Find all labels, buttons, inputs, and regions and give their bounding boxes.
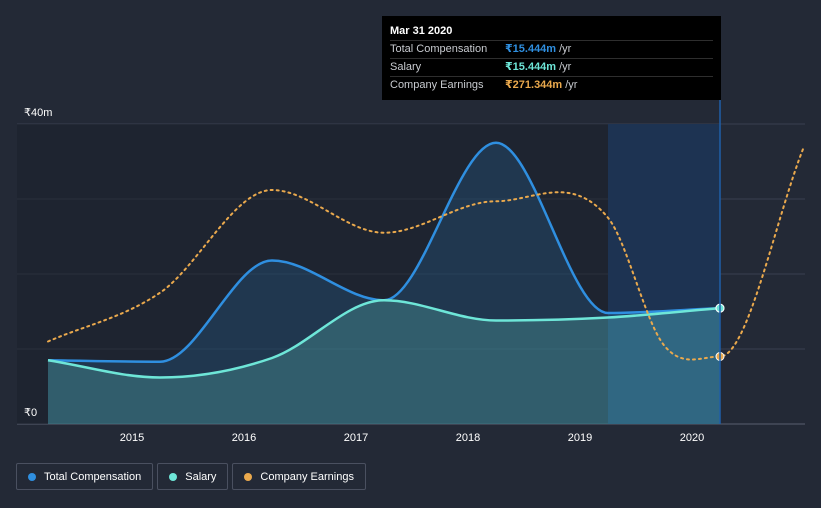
y-tick-label: ₹0	[24, 407, 37, 419]
tooltip-row-salary: Salary ₹15.444m /yr	[390, 58, 713, 76]
tooltip-label: Salary	[390, 61, 422, 73]
tooltip-value: ₹15.444m	[505, 61, 557, 73]
total-compensation-area	[48, 142, 720, 424]
forecast-highlight-region	[608, 124, 720, 424]
series-areas	[48, 142, 720, 424]
legend-dot-icon	[28, 472, 36, 481]
chart-tooltip: Mar 31 2020 Total Compensation ₹15.444m …	[382, 16, 721, 100]
y-tick-label: ₹40m	[24, 107, 52, 119]
tooltip-unit: /yr	[565, 79, 578, 91]
tooltip-row-company-earnings: Company Earnings ₹271.344m /yr	[390, 76, 713, 94]
legend-dot-icon	[169, 472, 178, 481]
tooltip-row-total-compensation: Total Compensation ₹15.444m /yr	[390, 40, 713, 58]
salary-line	[47, 298, 721, 379]
legend-item-total-compensation[interactable]: Total Compensation	[16, 463, 154, 490]
y-axis: ₹40m ₹0	[24, 107, 52, 419]
x-tick-label: 2015	[120, 432, 144, 444]
x-tick-label: 2018	[456, 432, 480, 444]
tooltip-value: ₹15.444m	[505, 43, 557, 55]
legend-label: Salary	[185, 470, 217, 483]
x-tick-label: 2017	[344, 432, 368, 444]
legend-item-company-earnings[interactable]: Company Earnings	[232, 463, 366, 490]
tooltip-label: Company Earnings	[390, 79, 484, 91]
legend-label: Company Earnings	[260, 470, 354, 483]
chart-legend: Total Compensation Salary Company Earnin…	[16, 463, 366, 492]
legend-dot-icon	[244, 472, 253, 481]
tooltip-date: Mar 31 2020	[390, 25, 453, 37]
legend-item-salary[interactable]: Salary	[157, 463, 229, 490]
salary-area	[48, 300, 720, 424]
tooltip-unit: /yr	[559, 43, 572, 55]
x-axis: 2015 2016 2017 2018 2019 2020	[120, 432, 704, 444]
tooltip-value: ₹271.344m	[505, 79, 563, 91]
x-tick-label: 2019	[568, 432, 592, 444]
compensation-chart: ₹40m ₹0 2015 2016 2017 2018 2019 2020	[17, 100, 805, 444]
x-tick-label: 2020	[680, 432, 704, 444]
tooltip-label: Total Compensation	[390, 43, 488, 55]
legend-label: Total Compensation	[44, 470, 142, 483]
tooltip-unit: /yr	[559, 61, 572, 73]
total-compensation-line	[47, 141, 721, 364]
x-tick-label: 2016	[232, 432, 256, 444]
